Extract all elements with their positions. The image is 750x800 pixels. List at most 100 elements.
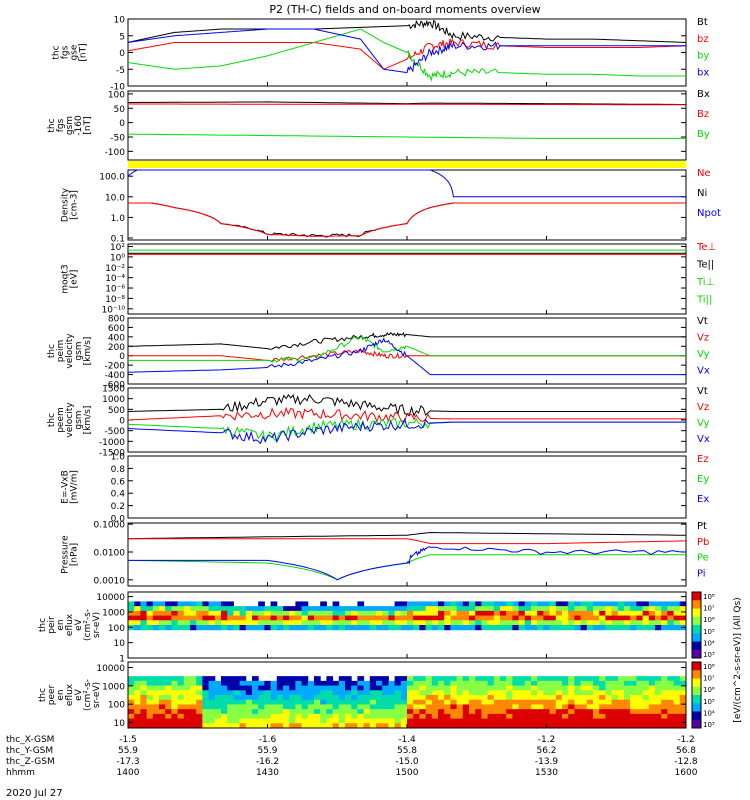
spectrogram-cell — [481, 699, 489, 705]
spectrogram-cell — [165, 699, 172, 705]
spectrogram-cell — [586, 718, 594, 724]
spectrogram-cell — [239, 685, 247, 691]
spectrogram-cell — [146, 718, 154, 724]
spectrogram-cell — [444, 709, 451, 715]
spectrogram-cell — [555, 610, 563, 617]
y-tick-label: 0.1000 — [94, 521, 126, 531]
spectrogram-cell — [512, 601, 520, 607]
spectrogram-cell — [227, 601, 234, 607]
spectrogram-cell — [431, 713, 439, 720]
spectrogram-cell — [314, 680, 321, 687]
spectrogram-cell — [493, 615, 501, 621]
spectrogram-cell — [357, 713, 365, 720]
legend-entry: Vt — [697, 386, 708, 397]
spectrogram-cell — [320, 704, 327, 710]
spectrogram-cell — [295, 695, 303, 701]
spectrogram-cell — [611, 625, 619, 631]
spectrogram-cell — [524, 709, 532, 715]
colorbar-tick-label: 10⁴ — [703, 639, 715, 647]
spectrogram-cell — [221, 709, 228, 715]
spectrogram-cell — [239, 680, 247, 687]
spectrogram-cell — [593, 699, 600, 705]
series-fgs-gse-bz — [127, 38, 687, 70]
spectrogram-cell — [190, 625, 197, 631]
spectrogram-cell — [400, 690, 408, 696]
spectrogram-cell — [512, 704, 520, 710]
spectrogram-cell — [183, 620, 191, 626]
spectrogram-cell — [345, 620, 352, 626]
spectrogram-cell — [630, 610, 637, 617]
spectrogram-cell — [382, 695, 389, 701]
spectrogram-cell — [630, 723, 637, 729]
y-tick-label: 400 — [108, 333, 125, 343]
spectrogram-cell — [332, 713, 340, 720]
spectrogram-cell — [630, 606, 637, 612]
spectrogram-cell — [382, 625, 389, 631]
x-row-value: 1430 — [256, 768, 279, 778]
spectrogram-cell — [369, 690, 377, 696]
y-axis-label: Pressure — [61, 535, 71, 574]
spectrogram-cell — [394, 713, 402, 720]
spectrogram-cell — [537, 610, 544, 617]
spectrogram-cell — [475, 680, 482, 687]
spectrogram-cell — [611, 723, 619, 729]
spectrogram-cell — [159, 718, 166, 724]
spectrogram-cell — [667, 690, 675, 696]
spectrogram-cell — [295, 610, 303, 617]
spectrogram-cell — [276, 606, 284, 612]
spectrogram-cell — [140, 610, 148, 617]
spectrogram-cell — [574, 723, 582, 729]
spectrogram-cell — [369, 620, 377, 626]
spectrogram-cell — [568, 699, 575, 705]
spectrogram-cell — [562, 680, 569, 687]
spectrogram-cell — [524, 601, 532, 607]
spectrogram-cell — [233, 680, 241, 687]
spectrogram-cell — [679, 704, 687, 710]
y-tick-label: 10⁻⁸ — [105, 295, 125, 305]
spectrogram-cell — [481, 723, 489, 729]
spectrogram-cell — [642, 620, 650, 626]
spectrogram-cell — [667, 695, 675, 701]
spectrogram-cell — [177, 709, 185, 715]
spectrogram-cell — [214, 690, 222, 696]
spectrogram-cell — [239, 718, 247, 724]
spectrogram-cell — [431, 620, 439, 626]
series-fgs-gsm-160-By — [127, 133, 686, 139]
spectrogram-cell — [611, 690, 619, 696]
spectrogram-cell — [586, 601, 594, 607]
spectrogram-cell — [661, 695, 668, 701]
spectrogram-cell — [518, 606, 526, 612]
spectrogram-cell — [537, 606, 544, 612]
spectrogram-cell — [537, 680, 544, 687]
spectrogram-cell — [326, 625, 334, 631]
y-axis-label: gsm — [65, 116, 75, 135]
spectrogram-cell — [667, 713, 675, 720]
spectrogram-cell — [382, 690, 389, 696]
spectrogram-cell — [555, 704, 563, 710]
spectrogram-cell — [599, 610, 606, 617]
spectrogram-cell — [655, 685, 662, 691]
spectrogram-cell — [456, 718, 464, 724]
spectrogram-cell — [549, 709, 557, 715]
spectrogram-cell — [599, 723, 606, 729]
x-row-value: -17.3 — [116, 757, 139, 767]
spectrogram-cell — [345, 723, 352, 729]
spectrogram-cell — [165, 620, 172, 626]
spectrogram-cell — [270, 695, 278, 701]
spectrogram-cell — [388, 620, 396, 626]
spectrogram-cell — [555, 625, 563, 631]
spectrogram-cell — [512, 690, 520, 696]
spectrogram-cell — [140, 606, 148, 612]
colorbar-segment — [692, 678, 701, 688]
spectrogram-cell — [661, 685, 668, 691]
spectrogram-cell — [363, 685, 371, 691]
spectrogram-cell — [425, 713, 433, 720]
spectrogram-cell — [196, 620, 203, 626]
spectrogram-cell — [580, 723, 588, 729]
spectrogram-cell — [332, 625, 340, 631]
spectrogram-cell — [518, 709, 526, 715]
spectrogram-cell — [537, 620, 544, 626]
spectrogram-cell — [208, 620, 216, 626]
spectrogram-cell — [673, 601, 681, 607]
spectrogram-cell — [617, 723, 625, 729]
